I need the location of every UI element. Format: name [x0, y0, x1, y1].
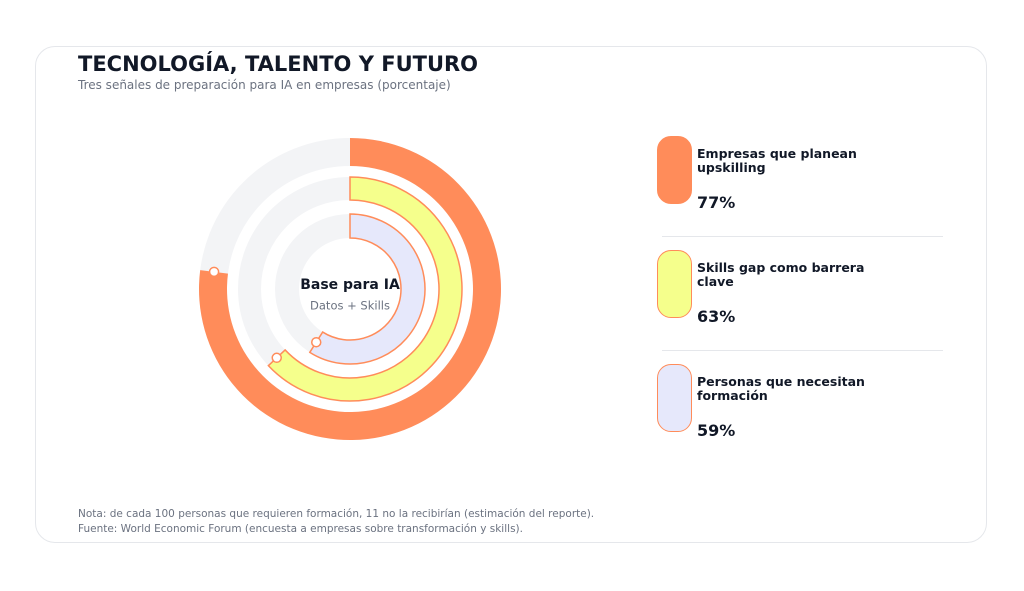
card — [35, 46, 987, 543]
radial-bar — [267, 176, 463, 402]
center-subtitle: Datos + Skills — [310, 299, 390, 313]
chart-title: TECNOLOGÍA, TALENTO Y FUTURO — [78, 52, 479, 76]
legend-label: Skills gap como barrera clave — [697, 260, 865, 289]
legend-item: Empresas que planean upskilling 77% — [657, 136, 943, 250]
source: Fuente: World Economic Forum (encuesta a… — [78, 523, 523, 535]
legend-swatch — [657, 364, 692, 432]
separator — [662, 350, 943, 351]
separator — [662, 236, 943, 237]
legend-swatch — [657, 250, 692, 318]
end-dot — [271, 352, 282, 364]
chart-subtitle: Tres señales de preparación para IA en e… — [78, 78, 451, 92]
end-dot — [208, 266, 220, 278]
center-title: Base para IA — [300, 277, 400, 293]
legend-item: Personas que necesitan formación 59% — [657, 364, 943, 478]
legend-label: Personas que necesitan formación — [697, 374, 865, 403]
note: Nota: de cada 100 personas que requieren… — [78, 508, 595, 520]
value-label: 77% — [697, 193, 736, 212]
value-label: 63% — [697, 307, 736, 326]
legend-label: Empresas que planean upskilling — [697, 146, 857, 175]
radial-bar — [308, 213, 426, 365]
legend-swatch — [657, 136, 692, 204]
end-dot — [310, 336, 322, 348]
legend-item: Skills gap como barrera clave 63% — [657, 250, 943, 364]
value-label: 59% — [697, 421, 736, 440]
